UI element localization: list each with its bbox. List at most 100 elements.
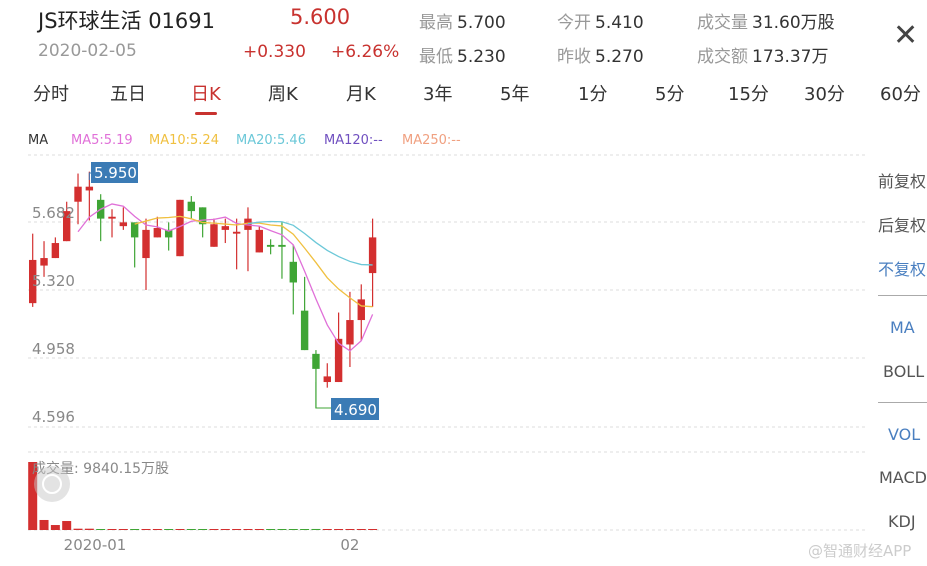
- stat-item: 昨收 5.270: [557, 42, 644, 67]
- volume-bar: [300, 529, 310, 530]
- candle-body: [142, 229, 150, 259]
- stat-item: 成交量 31.60万股: [697, 8, 835, 33]
- adjust-option[interactable]: 后复权: [878, 216, 927, 235]
- max-leader: [88, 172, 91, 180]
- tab-7[interactable]: 1分: [578, 84, 608, 105]
- period-tabs: 分时 五日 日K 周K 月K 3年 5年 1分 5分 15分 30分 60分: [0, 80, 927, 116]
- volume-bar: [175, 529, 185, 530]
- volume-label: 成交量: 9840.15万股: [32, 460, 169, 477]
- volume-bar: [243, 529, 253, 530]
- tab-8[interactable]: 5分: [655, 84, 685, 105]
- stat-item: 最低 5.230: [419, 42, 506, 67]
- candle-body: [300, 310, 309, 351]
- stat-value: 5.230: [457, 47, 506, 67]
- candle-body: [119, 222, 128, 227]
- volume-bar: [50, 525, 60, 530]
- candle-body: [187, 201, 196, 212]
- candle-body: [40, 258, 48, 266]
- stat-value: 5.270: [595, 47, 644, 67]
- stat-value: 5.700: [457, 13, 506, 33]
- stat-key: 最低: [419, 47, 453, 67]
- ma-legend-item: MA: [28, 133, 49, 148]
- ma-legend-item: MA250:--: [402, 133, 461, 148]
- min-label-box: [331, 398, 379, 420]
- candle-body: [289, 261, 297, 283]
- candle-body: [108, 216, 116, 219]
- divider: [878, 402, 927, 403]
- ma-legend-item: MA120:--: [324, 133, 383, 148]
- volume-bar: [107, 529, 117, 530]
- stat-key: 成交额: [697, 47, 748, 67]
- tab-4[interactable]: 月K: [346, 84, 376, 105]
- candle-body: [278, 244, 286, 247]
- tab-2[interactable]: 日K: [191, 80, 221, 115]
- tab-11[interactable]: 60分: [880, 84, 921, 105]
- adjust-option[interactable]: 不复权: [878, 260, 927, 279]
- volume-bar: [141, 529, 151, 530]
- volume-bar: [277, 529, 287, 530]
- candle-body: [153, 228, 162, 238]
- volume-bar: [311, 528, 321, 530]
- min-leader: [315, 382, 331, 409]
- candle-body: [368, 237, 377, 274]
- volume-bar: [322, 529, 332, 530]
- candle-body: [29, 259, 37, 304]
- tab-6[interactable]: 5年: [500, 84, 530, 105]
- volume-bar: [266, 529, 276, 530]
- volume-bar: [288, 529, 298, 530]
- sub-indicator-option[interactable]: VOL: [888, 425, 921, 444]
- volume-bar: [220, 529, 230, 530]
- volume-bar: [209, 529, 219, 530]
- candle-body: [244, 218, 252, 230]
- candle-body: [357, 299, 365, 321]
- close-icon[interactable]: ✕: [893, 18, 919, 53]
- stat-value: 5.410: [595, 13, 644, 33]
- candle-body: [346, 320, 354, 345]
- candle-body: [74, 186, 82, 202]
- adjust-option[interactable]: 前复权: [878, 172, 927, 191]
- max-label-box: [91, 162, 138, 183]
- tab-3[interactable]: 周K: [268, 84, 298, 105]
- tab-0[interactable]: 分时: [33, 84, 69, 105]
- y-tick-label: 5.682: [32, 204, 75, 222]
- candle-body: [266, 244, 275, 247]
- volume-bar: [39, 519, 49, 530]
- price-change: +0.330: [243, 42, 306, 62]
- candle-body: [198, 207, 207, 225]
- volume-bar: [28, 462, 38, 530]
- max-label: 5.950: [94, 164, 137, 182]
- tab-1[interactable]: 五日: [110, 84, 146, 105]
- volume-bar: [198, 529, 208, 530]
- stat-item: 成交额 173.37万: [697, 42, 828, 67]
- divider: [878, 295, 927, 296]
- price-change-pct: +6.26%: [331, 42, 400, 62]
- ma-legend-item: MA20:5.46: [236, 133, 306, 148]
- tab-5[interactable]: 3年: [423, 84, 453, 105]
- stat-value: 31.60万股: [752, 13, 835, 33]
- stat-key: 成交量: [697, 13, 748, 33]
- volume-bar: [368, 529, 378, 530]
- volume-bar: [164, 529, 174, 530]
- current-price: 5.600: [290, 5, 351, 29]
- volume-bar: [345, 529, 355, 530]
- tab-10[interactable]: 30分: [804, 84, 845, 105]
- sub-indicator-option[interactable]: KDJ: [888, 512, 916, 531]
- candle-body: [210, 224, 218, 247]
- quote-date: 2020-02-05: [38, 41, 137, 61]
- main-indicator-option[interactable]: BOLL: [883, 362, 925, 381]
- volume-bar: [96, 529, 106, 530]
- watermark: @智通财经APP: [808, 542, 912, 560]
- volume-bar: [356, 529, 366, 530]
- ma-line: [247, 220, 373, 266]
- volume-bar: [254, 529, 264, 530]
- sub-indicator-option[interactable]: MACD: [879, 468, 927, 487]
- ma-legend-item: MA5:5.19: [71, 133, 133, 148]
- tab-9[interactable]: 15分: [728, 84, 769, 105]
- x-tick-label: 2020-01: [64, 536, 127, 554]
- volume-bar: [62, 521, 72, 530]
- main-indicator-option[interactable]: MA: [890, 318, 915, 337]
- y-tick-label: 4.958: [32, 340, 75, 358]
- stat-key: 昨收: [557, 47, 591, 67]
- candle-body: [130, 222, 139, 238]
